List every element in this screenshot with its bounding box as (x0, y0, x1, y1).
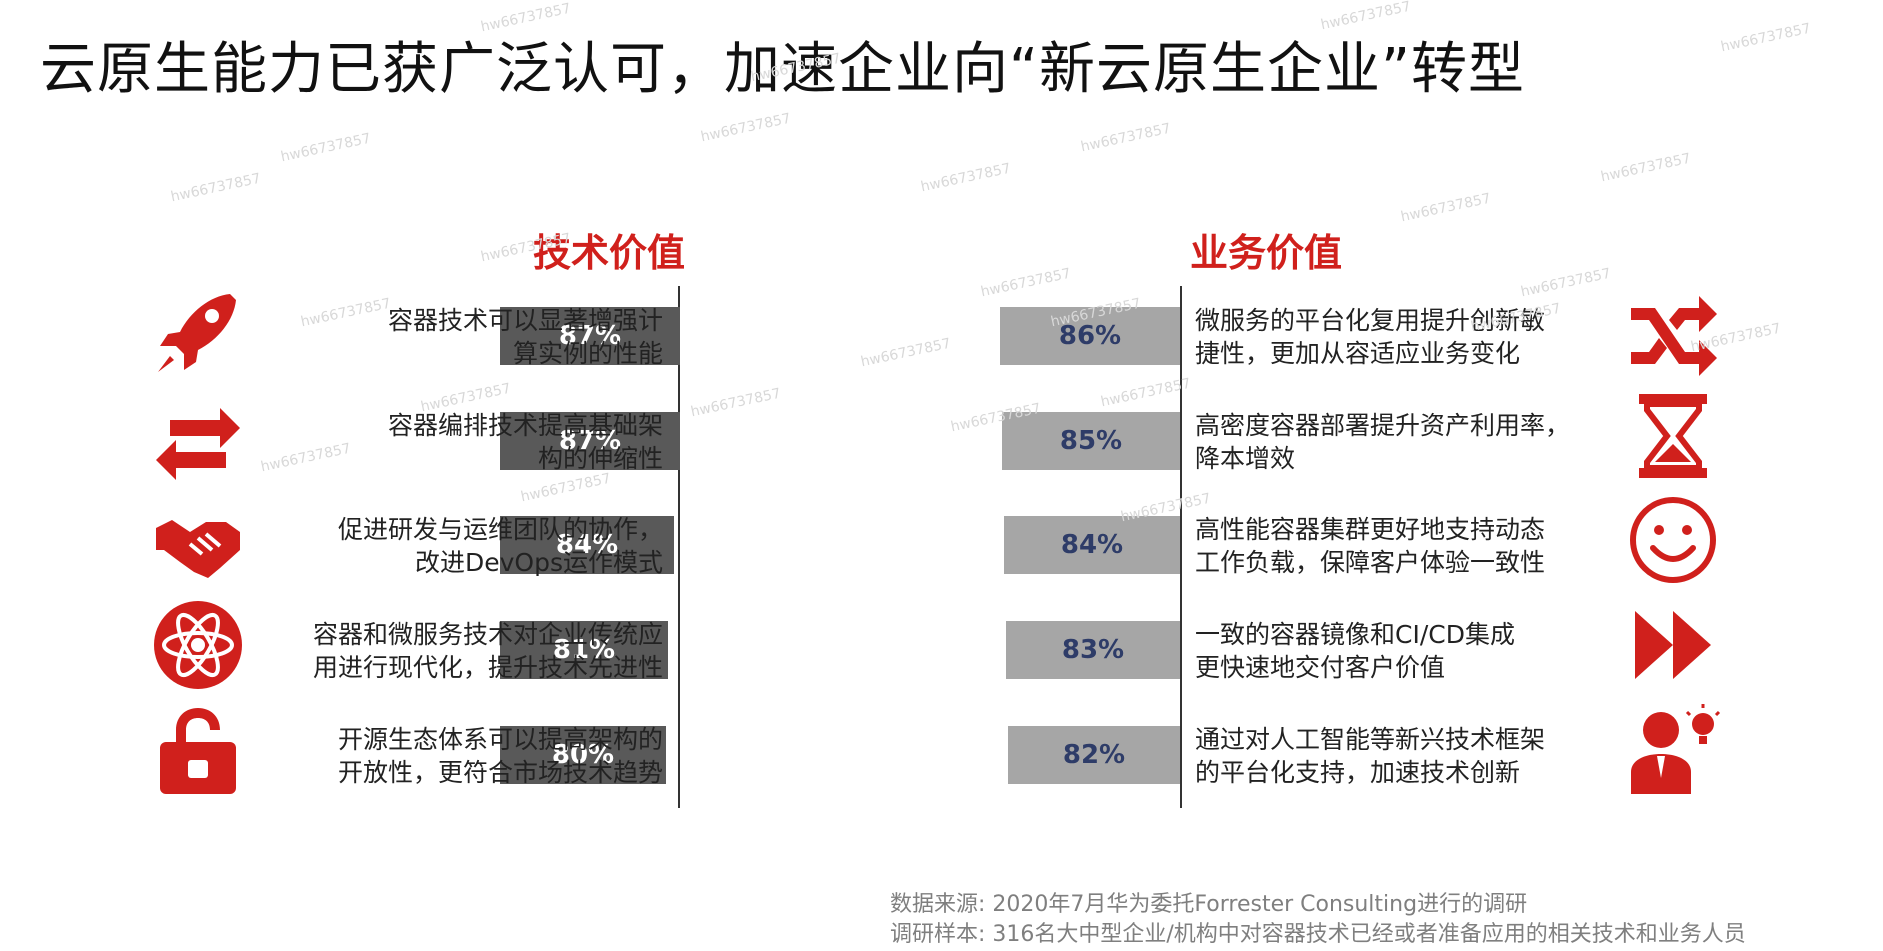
business-bar-value: 86% (1058, 321, 1122, 351)
business-bar: 83% (1006, 621, 1180, 679)
business-row-label-line: 高性能容器集群更好地支持动态 (1195, 515, 1546, 544)
business-row-label: 通过对人工智能等新兴技术框架 的平台化支持，加速技术创新 (1195, 723, 1615, 789)
watermark-text: hw66737857 (1099, 375, 1193, 411)
tech-row-label-line: 促进研发与运维团队的协作， (337, 515, 663, 544)
tech-row-label: 容器编排技术提高基础架构的伸缩性 (263, 409, 663, 475)
business-row-label-line: 的平台化支持，加速技术创新 (1195, 758, 1521, 787)
tech-bar-value: 81% (552, 635, 616, 665)
business-bar-value: 85% (1059, 426, 1123, 456)
tech-bar: 80% (500, 726, 666, 784)
tech-row-label-line: 开源生态体系可以提高架构的 (337, 725, 663, 754)
tech-bar-value: 84% (555, 530, 619, 560)
watermark-text: hw66737857 (699, 110, 793, 146)
page-title: 云原生能力已获广泛认可，加速企业向“新云原生企业”转型 (40, 37, 1526, 102)
tech-value-title: 技术价值 (533, 231, 686, 275)
business-bar: 85% (1002, 412, 1180, 470)
survey-sample-note: 调研样本: 316名大中型企业/机构中对容器技术已经或者准备应用的相关技术和业务… (890, 922, 1746, 947)
tech-row-label: 容器技术可以显著增强计算实例的性能 (263, 304, 663, 370)
fast-forward-icon (1625, 597, 1721, 693)
business-row-label: 微服务的平台化复用提升创新敏 捷性，更加从容适应业务变化 (1195, 304, 1615, 370)
watermark-text: hw66737857 (979, 265, 1073, 301)
atom-icon (150, 597, 246, 693)
tech-row-label-line: 容器技术可以显著增强计 (387, 306, 663, 335)
tech-row-label: 容器和微服务技术对企业传统应 用进行现代化，提升技术先进性 (263, 618, 663, 684)
business-row-label-line: 捷性，更加从容适应业务变化 (1195, 339, 1521, 368)
tech-row-label-line: 改进DevOps运作模式 (415, 548, 663, 577)
handshake-icon (150, 492, 246, 588)
shuffle-icon (1625, 284, 1721, 380)
unlocked-padlock-icon (150, 702, 246, 798)
watermark-text: hw66737857 (1079, 120, 1173, 156)
business-bar-value: 83% (1061, 635, 1125, 665)
business-row-label-line: 一致的容器镜像和CI/CD集成 (1195, 620, 1515, 649)
business-row-label-line: 工作负载，保障客户体验一致性 (1195, 548, 1546, 577)
watermark-text: hw66737857 (519, 470, 613, 506)
tech-value-axis (678, 286, 680, 808)
tech-row-label-line: 构的伸缩性 (537, 444, 663, 473)
business-bar: 82% (1008, 726, 1180, 784)
tech-row-label-line: 开放性，更符合市场技术趋势 (337, 758, 663, 787)
tech-row-label-line: 用进行现代化，提升技术先进性 (312, 653, 663, 682)
business-bar-value: 82% (1062, 740, 1126, 770)
swap-arrows-icon (150, 388, 246, 484)
business-value-axis (1180, 286, 1182, 808)
business-value-title: 业务价值 (1190, 231, 1343, 275)
tech-bar: 81% (500, 621, 668, 679)
data-source-note: 数据来源: 2020年7月华为委托Forrester Consulting进行的… (890, 892, 1528, 917)
business-row-label-line: 高密度容器部署提升资产利用率， (1195, 411, 1571, 440)
tech-bar-value: 80% (551, 740, 615, 770)
watermark-text: hw66737857 (169, 170, 263, 206)
watermark-text: hw66737857 (1519, 265, 1613, 301)
tech-bar-value: 87% (558, 426, 622, 456)
business-row-label-line: 降本增效 (1195, 444, 1296, 473)
tech-row-label: 促进研发与运维团队的协作， 改进DevOps运作模式 (263, 513, 663, 579)
business-row-label-line: 通过对人工智能等新兴技术框架 (1195, 725, 1546, 754)
business-row-label-line: 微服务的平台化复用提升创新敏 (1195, 306, 1546, 335)
person-idea-icon (1625, 702, 1721, 798)
watermark-text: hw66737857 (1719, 20, 1813, 56)
watermark-text: hw66737857 (919, 160, 1013, 196)
hourglass-icon (1625, 388, 1721, 484)
business-row-label: 高密度容器部署提升资产利用率， 降本增效 (1195, 409, 1615, 475)
tech-row-label: 开源生态体系可以提高架构的 开放性，更符合市场技术趋势 (263, 723, 663, 789)
business-bar-value: 84% (1060, 530, 1124, 560)
watermark-text: hw66737857 (279, 130, 373, 166)
tech-bar-value: 87% (558, 321, 622, 351)
business-row-label: 高性能容器集群更好地支持动态 工作负载，保障客户体验一致性 (1195, 513, 1615, 579)
tech-bar: 84% (500, 516, 674, 574)
business-row-label-line: 更快速地交付客户价值 (1195, 653, 1446, 682)
tech-row-label-line: 容器和微服务技术对企业传统应 (312, 620, 663, 649)
tech-row-label-line: 容器编排技术提高基础架 (387, 411, 663, 440)
smiley-face-icon (1625, 492, 1721, 588)
watermark-text: hw66737857 (1399, 190, 1493, 226)
business-bar: 86% (1000, 307, 1180, 365)
tech-bar: 87% (500, 307, 680, 365)
watermark-text: hw66737857 (689, 385, 783, 421)
tech-row-label-line: 算实例的性能 (512, 339, 663, 368)
watermark-text: hw66737857 (859, 335, 953, 371)
tech-bar: 87% (500, 412, 680, 470)
business-row-label: 一致的容器镜像和CI/CD集成 更快速地交付客户价值 (1195, 618, 1615, 684)
business-bar: 84% (1004, 516, 1180, 574)
watermark-text: hw66737857 (1599, 150, 1693, 186)
rocket-icon (150, 284, 246, 380)
